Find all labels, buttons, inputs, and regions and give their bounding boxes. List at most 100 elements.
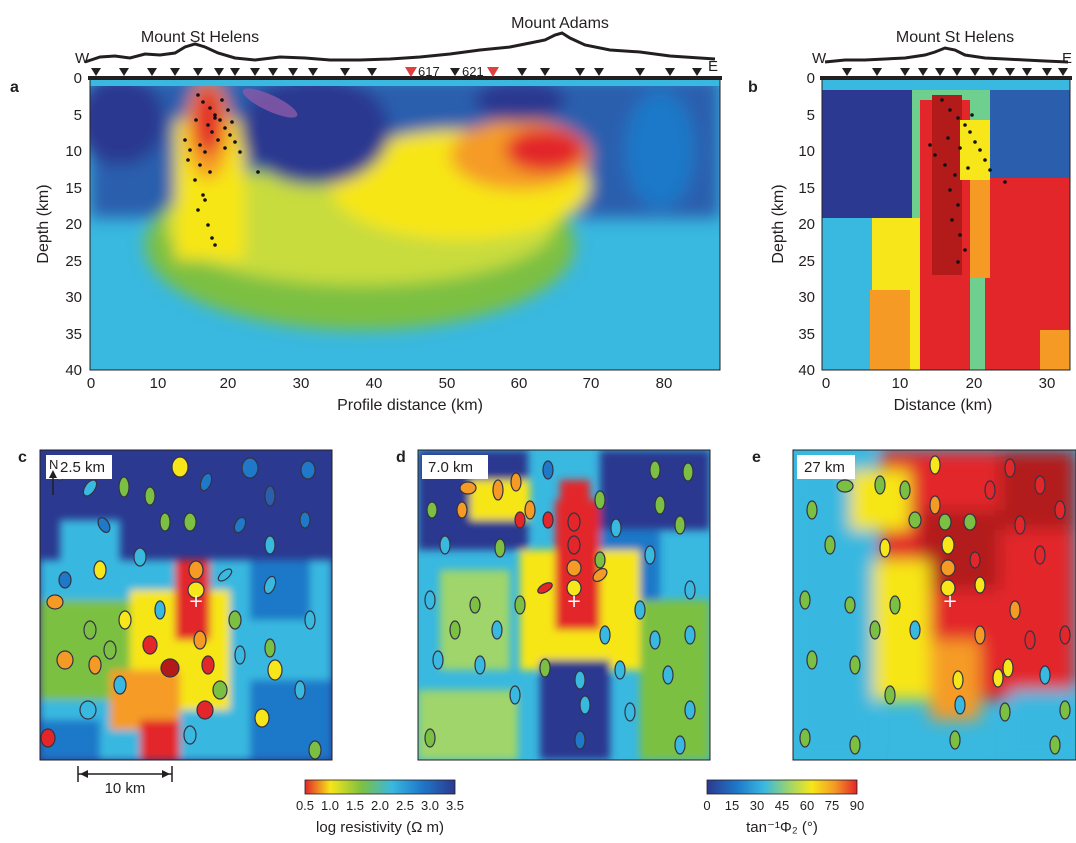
scale-bar: 10 km <box>77 766 173 797</box>
cb-phase-tick: 0 <box>703 798 710 813</box>
panel-e: e <box>752 449 1076 761</box>
panel-letter-d: d <box>396 449 406 466</box>
y-tick-b: 10 <box>798 143 815 160</box>
cb-phase-tick: 15 <box>725 798 739 813</box>
y-tick-a: 20 <box>65 216 82 233</box>
y-tick-b: 20 <box>798 216 815 233</box>
volcano-crosshair-e: + <box>942 591 957 612</box>
east-label: E <box>708 58 718 75</box>
y-tick-a: 15 <box>65 180 82 197</box>
east-label-b: E <box>1062 50 1072 67</box>
earthquakes-a <box>183 93 260 247</box>
y-axis-title-a: Depth (km) <box>35 184 52 263</box>
x-tick-b: 30 <box>1039 375 1056 392</box>
colorbar-resistivity: 0.5 1.0 1.5 2.0 2.5 3.0 3.5 log resistiv… <box>296 779 464 836</box>
x-tick-b: 10 <box>892 375 909 392</box>
cb-res-tick: 1.0 <box>321 798 339 813</box>
y-tick-a: 5 <box>74 107 82 124</box>
cb-res-tick: 2.0 <box>371 798 389 813</box>
cb-res-tick: 1.5 <box>346 798 364 813</box>
stations-b <box>842 68 1068 76</box>
north-arrow-head-icon <box>49 470 57 478</box>
cb-phase-tick: 30 <box>750 798 764 813</box>
y-tick-b: 5 <box>807 107 815 124</box>
x-tick-a: 80 <box>656 375 673 392</box>
cb-phase-tick: 75 <box>825 798 839 813</box>
x-ticks-b: 0 10 20 30 <box>822 375 1056 392</box>
x-tick-a: 60 <box>511 375 528 392</box>
depth-label-e: 27 km <box>804 459 845 476</box>
x-tick-a: 50 <box>439 375 456 392</box>
panel-letter-c: c <box>18 449 27 466</box>
phase-ellipses-e <box>799 455 1071 755</box>
resistivity-section-a <box>90 78 720 370</box>
panel-letter-b: b <box>748 79 758 96</box>
x-tick-a: 70 <box>583 375 600 392</box>
y-axis-title-b: Depth (km) <box>770 184 787 263</box>
depth-label-d: 7.0 km <box>428 459 473 476</box>
station-621-marker <box>487 67 499 77</box>
stations-a <box>91 68 702 76</box>
y-tick-a: 30 <box>65 289 82 306</box>
volcano-crosshair-c: + <box>188 591 203 612</box>
x-tick-a: 20 <box>220 375 237 392</box>
panel-letter-e: e <box>752 449 761 466</box>
cb-phase-tick: 90 <box>850 798 864 813</box>
phase-section-b <box>822 78 1070 370</box>
station-617-label: 617 <box>418 64 440 79</box>
panel-letter-a: a <box>10 79 19 96</box>
y-ticks-b: 0 5 10 15 20 25 30 35 40 <box>798 70 815 379</box>
volcano-crosshair-d: + <box>566 591 581 612</box>
x-axis-title-a: Profile distance (km) <box>337 397 483 414</box>
peak-label-adams: Mount Adams <box>511 15 609 32</box>
cb-res-tick: 0.5 <box>296 798 314 813</box>
x-tick-a: 0 <box>87 375 95 392</box>
north-label: N <box>49 457 58 472</box>
station-617-marker <box>405 67 417 77</box>
cb-res-label: log resistivity (Ω m) <box>316 819 444 836</box>
scale-bar-label: 10 km <box>105 780 146 797</box>
panel-b: b Mount St Helens W E <box>748 29 1072 414</box>
cb-phase-tick: 45 <box>775 798 789 813</box>
phase-ellipses-d <box>424 460 696 755</box>
y-tick-b: 30 <box>798 289 815 306</box>
panel-d: d <box>396 449 711 761</box>
y-tick-b: 0 <box>807 70 815 87</box>
y-tick-a: 0 <box>74 70 82 87</box>
depth-label-c: 2.5 km <box>60 459 105 476</box>
y-tick-a: 25 <box>65 253 82 270</box>
y-tick-a: 40 <box>65 362 82 379</box>
y-tick-b: 15 <box>798 180 815 197</box>
y-tick-b: 25 <box>798 253 815 270</box>
x-ticks-a: 0 10 20 30 40 50 60 70 80 <box>87 375 673 392</box>
cb-phase-label: tan⁻¹Φ₂ (°) <box>746 819 818 836</box>
station-621-label: 621 <box>462 64 484 79</box>
y-tick-b: 40 <box>798 362 815 379</box>
phase-ellipses-c <box>40 456 322 760</box>
x-tick-b: 0 <box>822 375 830 392</box>
panel-c: c <box>18 449 333 797</box>
topography-profile-b <box>824 46 1069 64</box>
resistivity-map-e: + <box>793 450 1076 760</box>
x-tick-a: 40 <box>366 375 383 392</box>
resistivity-map-c: + <box>40 450 332 760</box>
x-tick-b: 20 <box>966 375 983 392</box>
peak-label-st-helens: Mount St Helens <box>141 29 259 46</box>
x-tick-a: 30 <box>293 375 310 392</box>
y-tick-a: 35 <box>65 326 82 343</box>
cb-res-tick: 3.5 <box>446 798 464 813</box>
resistivity-map-d: + <box>418 450 710 760</box>
cb-res-tick: 2.5 <box>396 798 414 813</box>
y-tick-b: 35 <box>798 326 815 343</box>
panel-a: a Mount St Helens Mount Adams W E <box>10 15 722 414</box>
y-tick-a: 10 <box>65 143 82 160</box>
earthquakes-b <box>928 98 1007 264</box>
peak-label-b: Mount St Helens <box>896 29 1014 46</box>
y-ticks-a: 0 5 10 15 20 25 30 35 40 <box>65 70 82 379</box>
cb-res-tick: 3.0 <box>421 798 439 813</box>
x-axis-title-b: Distance (km) <box>894 397 993 414</box>
colorbar-phase: 0 15 30 45 60 75 90 tan⁻¹Φ₂ (°) <box>703 779 864 836</box>
west-label: W <box>75 50 90 67</box>
topography-profile-a <box>84 31 716 64</box>
